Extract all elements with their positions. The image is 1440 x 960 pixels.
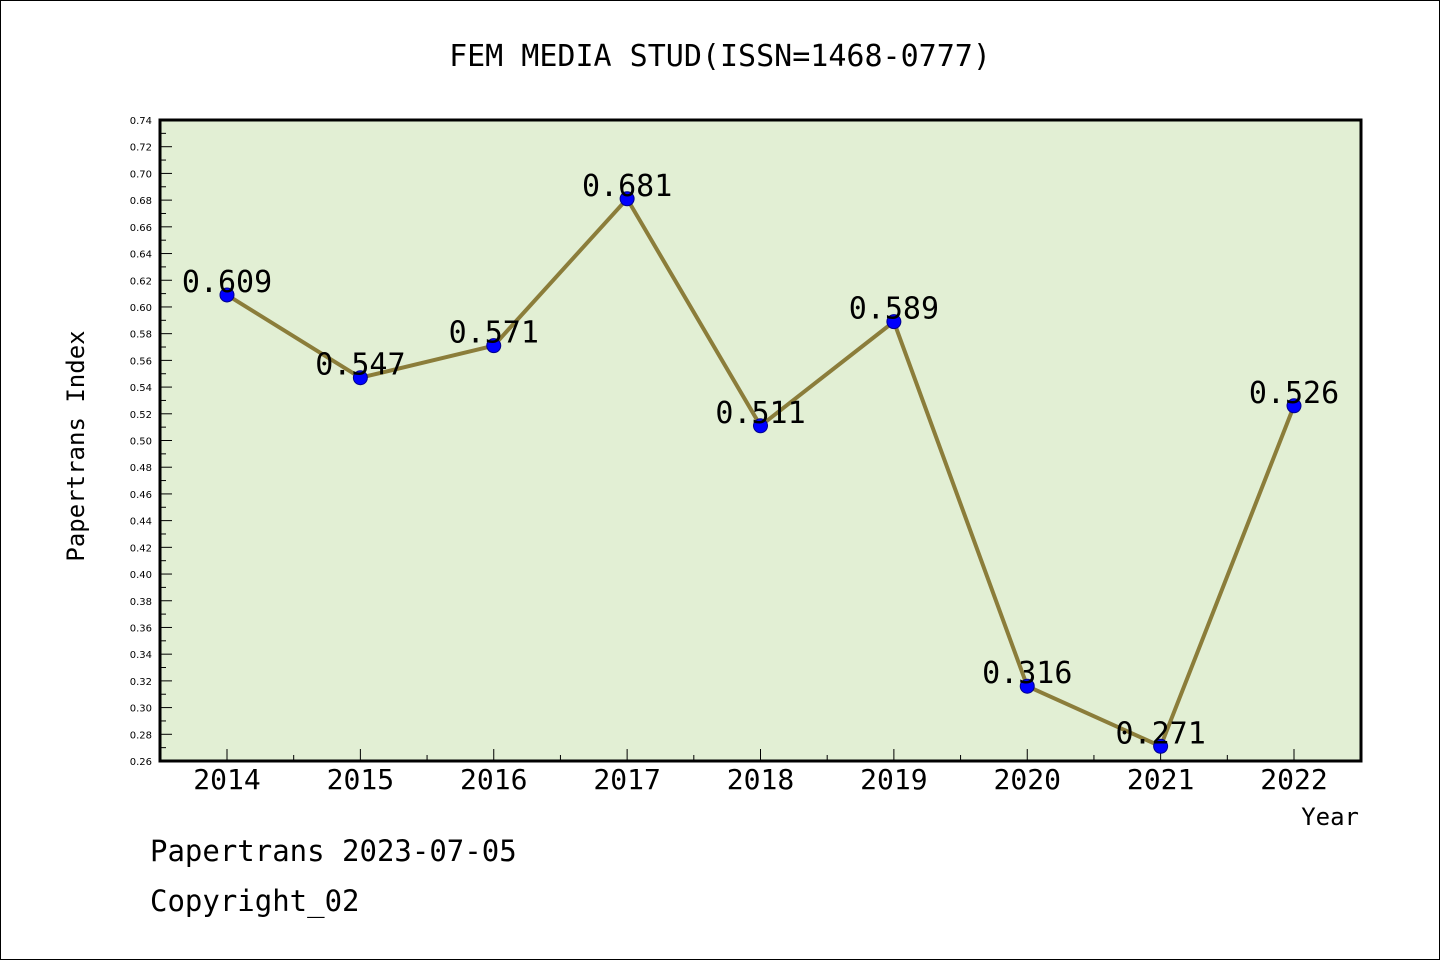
y-tick-label: 0.42 bbox=[130, 543, 152, 554]
plot-area bbox=[158, 118, 1363, 763]
y-tick-label: 0.46 bbox=[130, 490, 152, 501]
y-tick-label: 0.74 bbox=[130, 116, 152, 127]
data-label: 0.316 bbox=[982, 656, 1072, 691]
x-tick-label: 2020 bbox=[994, 763, 1061, 796]
y-tick-label: 0.28 bbox=[130, 730, 152, 741]
data-label: 0.609 bbox=[182, 265, 272, 300]
data-label: 0.511 bbox=[715, 396, 805, 431]
x-axis: 2014 2015 2016 2017 2018 2019 2020 2021 2022 bbox=[193, 749, 1328, 796]
data-label: 0.547 bbox=[315, 348, 405, 383]
x-tick-label: 2017 bbox=[593, 763, 660, 796]
data-label: 0.271 bbox=[1115, 716, 1205, 751]
x-tick-label: 2016 bbox=[460, 763, 527, 796]
y-tick-label: 0.40 bbox=[130, 570, 152, 581]
data-point bbox=[219, 287, 235, 303]
data-point bbox=[1286, 398, 1302, 414]
footer-copyright: Copyright_02 bbox=[150, 884, 360, 918]
x-tick-label: 2021 bbox=[1127, 763, 1194, 796]
y-tick-label: 0.54 bbox=[130, 383, 152, 394]
y-tick-label: 0.26 bbox=[130, 757, 152, 768]
series-papertrans-index bbox=[219, 191, 1302, 754]
data-point bbox=[352, 370, 368, 386]
x-tick-label: 2014 bbox=[193, 763, 260, 796]
data-point bbox=[886, 314, 902, 330]
y-tick-label: 0.70 bbox=[130, 169, 152, 180]
data-label: 0.589 bbox=[849, 292, 939, 327]
y-tick-label: 0.68 bbox=[130, 196, 152, 207]
data-label: 0.681 bbox=[582, 169, 672, 204]
y-tick-label: 0.50 bbox=[130, 437, 152, 448]
y-tick-label: 0.44 bbox=[130, 517, 152, 528]
data-point bbox=[1019, 678, 1035, 694]
y-tick-label: 0.72 bbox=[130, 143, 152, 154]
y-tick-label: 0.60 bbox=[130, 303, 152, 314]
y-tick-label: 0.64 bbox=[130, 250, 152, 261]
y-tick-label: 0.58 bbox=[130, 330, 152, 341]
data-point bbox=[619, 191, 635, 207]
x-axis-label: Year bbox=[1301, 803, 1359, 831]
x-tick-label: 2018 bbox=[727, 763, 794, 796]
data-labels: 0.609 0.547 0.571 0.681 0.511 0.589 0.316 0.271… bbox=[182, 169, 1339, 752]
data-label: 0.526 bbox=[1249, 376, 1339, 411]
y-tick-label: 0.66 bbox=[130, 223, 152, 234]
data-label: 0.571 bbox=[449, 316, 539, 351]
footer-date: Papertrans 2023-07-05 bbox=[150, 834, 517, 868]
y-tick-label: 0.48 bbox=[130, 463, 152, 474]
y-tick-label: 0.34 bbox=[130, 650, 152, 661]
data-point bbox=[1153, 738, 1169, 754]
chart-title: FEM MEDIA STUD(ISSN=1468-0777) bbox=[449, 39, 991, 74]
y-tick-label: 0.56 bbox=[130, 356, 152, 367]
data-point bbox=[486, 338, 502, 354]
x-tick-label: 2015 bbox=[327, 763, 394, 796]
y-tick-label: 0.62 bbox=[130, 276, 152, 287]
y-tick-label: 0.36 bbox=[130, 623, 152, 634]
y-tick-label: 0.38 bbox=[130, 597, 152, 608]
x-tick-label: 2019 bbox=[860, 763, 927, 796]
y-axis-label: Papertrans Index bbox=[62, 330, 90, 561]
y-tick-label: 0.32 bbox=[130, 677, 152, 688]
y-axis: 0.26 0.28 0.30 0.32 0.34 0.36 0.38 0.40 0.42 0.44… bbox=[130, 116, 172, 768]
data-point bbox=[753, 418, 768, 434]
y-tick-label: 0.52 bbox=[130, 410, 152, 421]
x-tick-label: 2022 bbox=[1260, 763, 1327, 796]
y-tick-label: 0.30 bbox=[130, 704, 152, 715]
